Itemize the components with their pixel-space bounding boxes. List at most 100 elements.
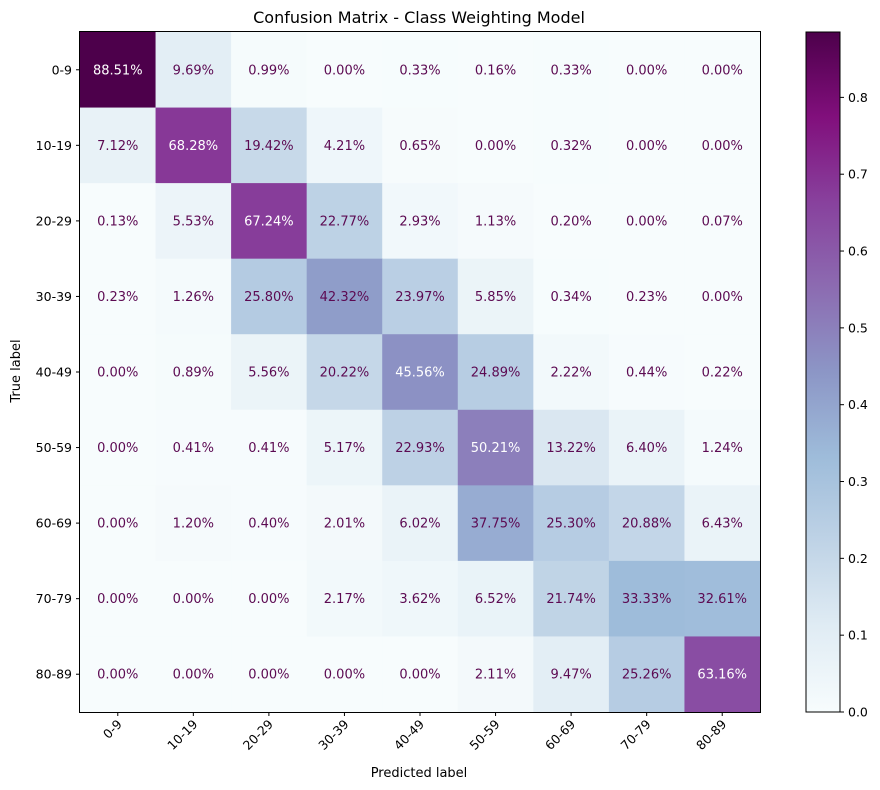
heatmap-cell — [231, 409, 308, 486]
cell-value-label: 0.00% — [626, 63, 667, 78]
cell-value-label: 5.85% — [475, 290, 516, 305]
heatmap-cell — [533, 409, 610, 486]
heatmap-cell — [684, 409, 761, 486]
heatmap-cell — [608, 485, 685, 562]
x-tick-label: 60-69 — [542, 716, 578, 752]
cell-value-label: 0.00% — [97, 517, 138, 532]
cell-value-label: 50.21% — [471, 441, 521, 456]
cell-value-label: 0.00% — [248, 592, 289, 607]
cell-value-label: 0.00% — [173, 668, 214, 683]
heatmap-cell — [382, 560, 459, 637]
cell-value-label: 0.33% — [399, 63, 440, 78]
x-tick-label: 30-39 — [315, 716, 351, 752]
cell-value-label: 32.61% — [697, 592, 747, 607]
heatmap-cell — [684, 560, 761, 637]
cell-value-label: 67.24% — [244, 214, 294, 229]
heatmap-cell — [80, 485, 157, 562]
colorbar-tick-label: 0.8 — [848, 90, 868, 105]
heatmap-cell — [382, 409, 459, 486]
cell-value-label: 1.13% — [475, 214, 516, 229]
cell-value-label: 68.28% — [169, 139, 219, 154]
heatmap-cell — [80, 32, 157, 109]
cell-value-label: 63.16% — [697, 668, 747, 683]
cell-value-label: 0.23% — [626, 290, 667, 305]
x-tick-label: 40-49 — [391, 716, 427, 752]
cell-value-label: 0.00% — [702, 63, 743, 78]
heatmap-cell — [533, 32, 610, 109]
y-tick-label: 80-89 — [36, 667, 72, 682]
heatmap-cell — [155, 334, 232, 411]
heatmap-cell — [382, 183, 459, 260]
cell-value-label: 25.80% — [244, 290, 294, 305]
heatmap-cell — [608, 409, 685, 486]
heatmap-cell — [155, 107, 232, 184]
heatmap-cell — [80, 560, 157, 637]
heatmap-cell — [684, 258, 761, 335]
heatmap-cell — [684, 485, 761, 562]
colorbar-tick-label: 0.5 — [848, 320, 868, 335]
heatmap-cell — [608, 183, 685, 260]
cell-value-label: 0.00% — [702, 290, 743, 305]
cell-value-label: 37.75% — [471, 517, 521, 532]
chart-title: Confusion Matrix - Class Weighting Model — [253, 8, 585, 27]
y-axis-ticks: 0-9 10-19 20-29 30-39 40-49 50-59 60-69 70-79 80… — [36, 62, 80, 682]
heatmap-cell — [231, 32, 308, 109]
cell-value-label: 1.26% — [173, 290, 214, 305]
heatmap-cell — [457, 485, 534, 562]
cell-value-label: 0.65% — [399, 139, 440, 154]
heatmap-cell — [533, 107, 610, 184]
heatmap-cell — [231, 258, 308, 335]
heatmap-cell — [155, 409, 232, 486]
x-tick-label: 70-79 — [617, 716, 653, 752]
heatmap-cell — [382, 258, 459, 335]
heatmap-cell — [80, 258, 157, 335]
cell-value-label: 6.43% — [702, 517, 743, 532]
cell-value-label: 0.41% — [173, 441, 214, 456]
cell-value-label: 0.20% — [550, 214, 591, 229]
heatmap-cell — [231, 183, 308, 260]
colorbar-tick-label: 0.6 — [848, 244, 868, 259]
heatmap-cell — [684, 107, 761, 184]
cell-value-label: 0.00% — [97, 668, 138, 683]
heatmap-cell — [306, 560, 383, 637]
heatmap-cell — [382, 636, 459, 713]
heatmap-cell — [80, 409, 157, 486]
heatmap-cell — [457, 183, 534, 260]
cell-value-label: 0.13% — [97, 214, 138, 229]
heatmap-cell — [533, 334, 610, 411]
heatmap-cell — [382, 334, 459, 411]
cell-value-label: 19.42% — [244, 139, 294, 154]
heatmap-cell — [457, 409, 534, 486]
y-tick-label: 10-19 — [36, 138, 72, 153]
heatmap-cell — [80, 636, 157, 713]
y-tick-label: 70-79 — [36, 591, 72, 606]
cell-value-label: 42.32% — [320, 290, 370, 305]
y-tick-label: 0-9 — [52, 62, 72, 77]
cell-value-label: 0.00% — [97, 592, 138, 607]
heatmap-cell — [306, 485, 383, 562]
cell-value-label: 0.44% — [626, 366, 667, 381]
cell-value-label: 0.00% — [399, 668, 440, 683]
cell-value-label: 25.26% — [622, 668, 672, 683]
heatmap-cell — [608, 636, 685, 713]
cell-value-label: 20.22% — [320, 366, 370, 381]
cell-value-label: 0.07% — [702, 214, 743, 229]
cell-value-label: 0.23% — [97, 290, 138, 305]
cell-value-label: 0.34% — [550, 290, 591, 305]
y-tick-label: 40-49 — [36, 365, 72, 380]
heatmap-cell — [155, 183, 232, 260]
cell-value-label: 0.00% — [626, 139, 667, 154]
heatmap-cell — [155, 32, 232, 109]
heatmap-cell-labels: 88.51% 9.69% 0.99% 0.00% 0.33% 0.16% 0.33% 0.00… — [93, 63, 747, 682]
heatmap-cell — [457, 32, 534, 109]
heatmap-cell — [457, 258, 534, 335]
cell-value-label: 4.21% — [324, 139, 365, 154]
cell-value-label: 33.33% — [622, 592, 672, 607]
x-axis-ticks: 0-9 10-19 20-29 30-39 40-49 50-59 60-69 70-79 80… — [100, 712, 729, 753]
cell-value-label: 88.51% — [93, 63, 143, 78]
heatmap-cell — [457, 334, 534, 411]
cell-value-label: 6.52% — [475, 592, 516, 607]
cell-value-label: 23.97% — [395, 290, 445, 305]
heatmap-cell — [306, 409, 383, 486]
